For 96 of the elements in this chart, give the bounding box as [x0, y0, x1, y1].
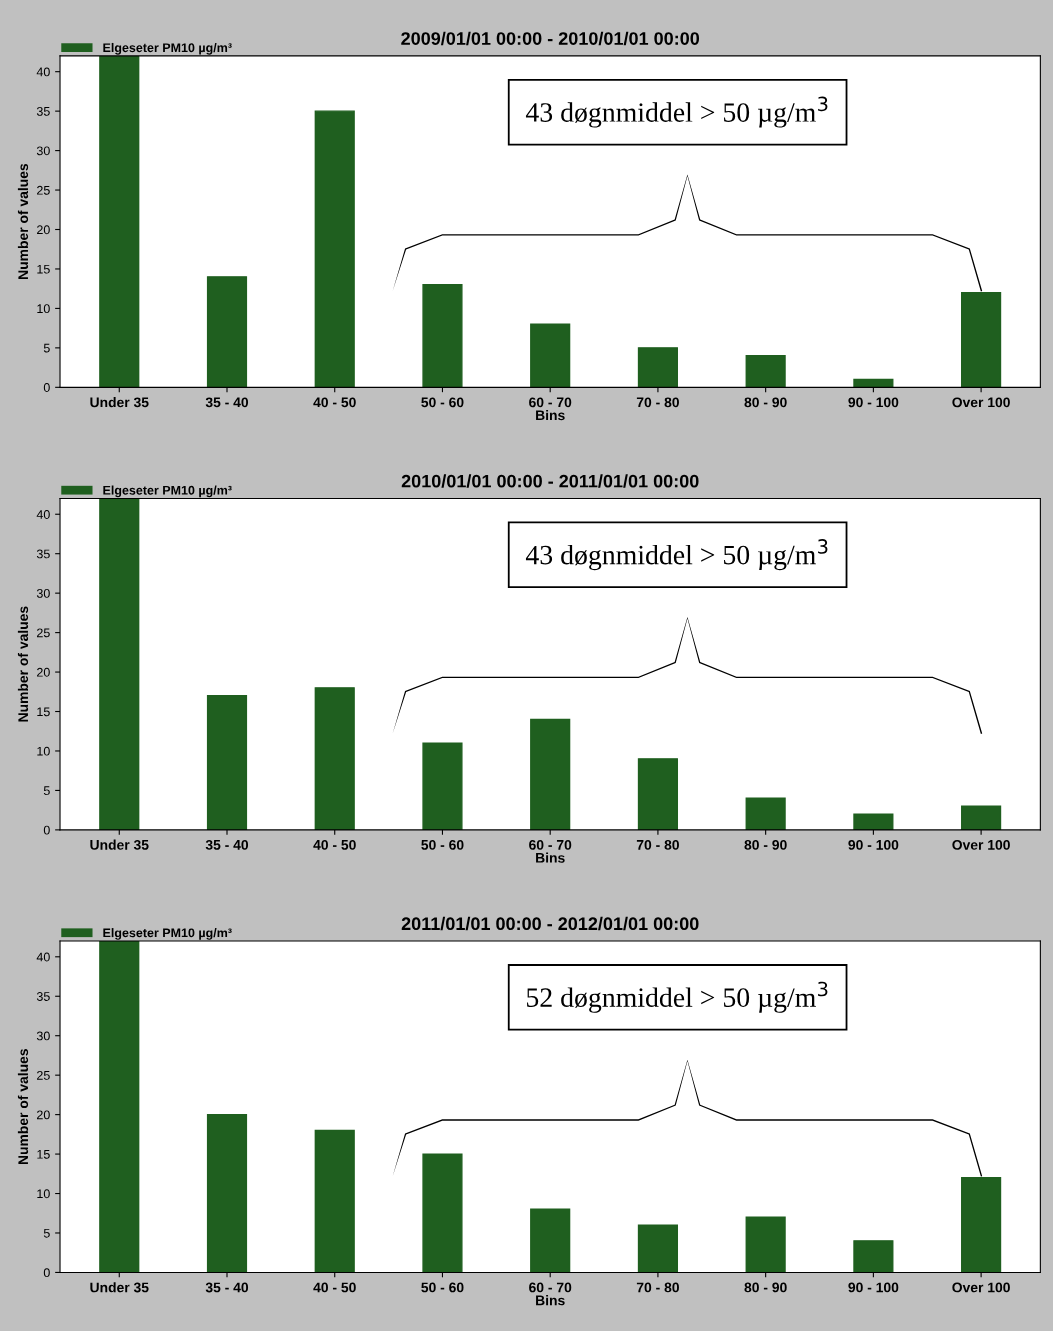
y-tick-label: 10 [37, 1189, 50, 1199]
y-tick-label: 25 [37, 628, 50, 638]
y-axis-title: Number of values [17, 1049, 29, 1165]
x-tick-label: Over 100 [952, 397, 1010, 408]
bar [853, 1240, 894, 1273]
x-tick-label: Over 100 [952, 1282, 1010, 1293]
bar [961, 805, 1002, 830]
bar [530, 323, 571, 388]
y-tick-label: 35 [36, 992, 50, 1001]
bar [745, 1216, 786, 1273]
bar [853, 378, 894, 388]
x-tick-label: 80 - 90 [744, 397, 787, 408]
y-tick-label: 30 [36, 1031, 50, 1041]
y-tick-label: 20 [37, 1110, 50, 1120]
x-tick-label: 90 - 100 [848, 1282, 899, 1293]
y-tick-label: 0 [43, 825, 50, 835]
bar [206, 276, 248, 388]
y-axis-title: Number of values [17, 163, 29, 279]
x-tick-label: 50 - 60 [421, 397, 464, 408]
x-tick-label: Under 35 [90, 397, 149, 408]
y-tick-label: 15 [37, 264, 50, 274]
x-tick-label: 40 - 50 [313, 839, 356, 850]
annotation: 43 døgnmiddel > 50 µg/m$^{3}$ [525, 539, 828, 571]
y-tick-label: 15 [37, 1150, 50, 1159]
chart-title: 2011/01/01 00:00 - 2012/01/01 00:00 [401, 916, 699, 931]
bar [314, 687, 355, 830]
x-tick-label: Under 35 [90, 1282, 149, 1293]
bar [530, 1208, 571, 1273]
x-tick-label: 50 - 60 [421, 1282, 464, 1293]
y-tick-label: 5 [43, 786, 50, 796]
bar [206, 695, 248, 830]
x-tick-label: Under 35 [90, 839, 149, 850]
x-tick-label: 60 - 70 [529, 839, 572, 850]
bar [961, 291, 1002, 388]
x-tick-label: 80 - 90 [744, 839, 787, 850]
y-tick-label: 0 [43, 1268, 50, 1278]
x-tick-label: Over 100 [952, 839, 1010, 850]
y-tick-label: 0 [43, 383, 50, 392]
bar [637, 347, 679, 388]
bar [422, 1153, 463, 1273]
x-tick-label: 50 - 60 [421, 839, 464, 850]
x-tick-label: 70 - 80 [636, 397, 679, 408]
x-axis-title: Bins [536, 852, 565, 863]
bar [637, 1224, 679, 1273]
y-tick-label: 20 [37, 667, 50, 677]
legend-label: Elgeseter PM10 µg/m³ [103, 42, 232, 55]
x-tick-label: 40 - 50 [313, 1282, 356, 1293]
bar [99, 941, 140, 1273]
annotation: 43 døgnmiddel > 50 µg/m$^{3}$ [525, 96, 828, 128]
y-tick-label: 10 [37, 746, 50, 756]
bar [853, 813, 894, 830]
x-tick-label: 90 - 100 [848, 397, 899, 408]
bar [530, 718, 571, 830]
x-tick-label: 35 - 40 [205, 397, 249, 408]
bar [99, 55, 140, 388]
bar [314, 1129, 355, 1273]
x-tick-label: 90 - 100 [848, 839, 899, 850]
y-tick-label: 15 [37, 707, 50, 717]
chart-title: 2010/01/01 00:00 - 2011/01/01 00:00 [401, 474, 699, 488]
bar [961, 1177, 1002, 1273]
bar [206, 1113, 248, 1273]
y-tick-label: 30 [36, 588, 50, 598]
bar [99, 498, 140, 830]
y-tick-label: 25 [37, 1070, 50, 1080]
bar [314, 110, 355, 388]
y-tick-label: 35 [36, 549, 50, 559]
chart-title: 2009/01/01 00:00 - 2010/01/01 00:00 [401, 31, 700, 46]
y-axis-title: Number of values [17, 606, 29, 722]
x-tick-label: 70 - 80 [636, 839, 679, 850]
legend-label: Elgeseter PM10 µg/m³ [103, 485, 232, 498]
annotation: 52 døgnmiddel > 50 µg/m$^{3}$ [527, 981, 828, 1013]
y-tick-label: 5 [43, 343, 50, 353]
bar [422, 284, 463, 388]
bar [745, 797, 786, 830]
legend-label: Elgeseter PM10 µg/m³ [103, 928, 232, 940]
x-axis-title: Bins [536, 1295, 565, 1306]
x-tick-label: 60 - 70 [529, 1282, 572, 1293]
y-tick-label: 35 [36, 106, 50, 116]
x-tick-label: 40 - 50 [313, 397, 356, 408]
x-tick-label: 35 - 40 [205, 1282, 249, 1293]
x-tick-label: 60 - 70 [529, 397, 572, 408]
y-tick-label: 40 [36, 67, 50, 77]
bar [422, 742, 463, 830]
y-tick-label: 40 [36, 952, 50, 962]
x-tick-label: 80 - 90 [744, 1282, 787, 1293]
y-tick-label: 25 [37, 185, 50, 195]
y-tick-label: 20 [37, 225, 50, 235]
y-tick-label: 40 [36, 510, 50, 519]
x-axis-title: Bins [536, 409, 565, 421]
y-tick-label: 10 [37, 304, 50, 314]
y-tick-label: 30 [36, 146, 50, 156]
x-tick-label: 35 - 40 [205, 839, 249, 850]
bar [637, 758, 679, 830]
x-tick-label: 70 - 80 [636, 1282, 679, 1293]
y-tick-label: 5 [43, 1228, 50, 1238]
bar [745, 355, 786, 388]
